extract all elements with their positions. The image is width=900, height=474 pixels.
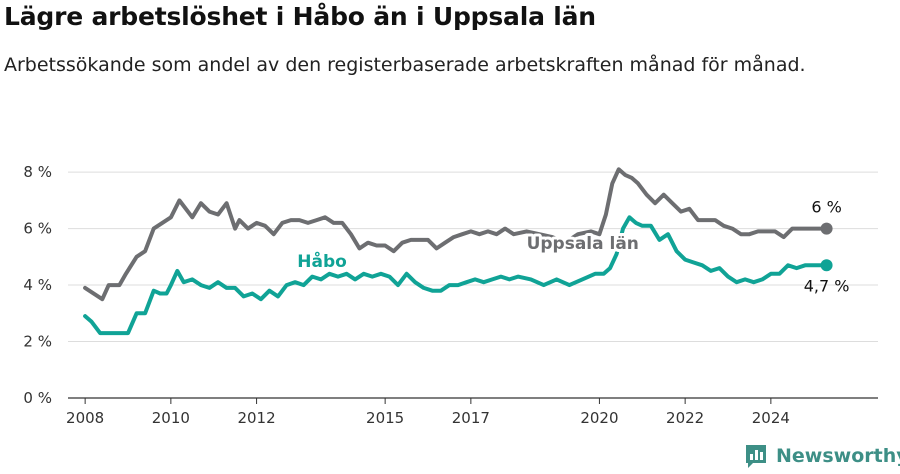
series-line-1 xyxy=(83,215,829,336)
y-tick-labels: 0 % 2 % 4 % 6 % 8 % xyxy=(23,163,52,407)
newsworthy-logo-icon xyxy=(746,445,766,468)
y-tick-label: 4 % xyxy=(23,276,52,294)
series-annotation-halo: Håbo xyxy=(297,250,347,272)
x-tick-label: 2022 xyxy=(666,409,704,427)
x-tick-label: 2015 xyxy=(366,409,404,427)
x-tick-label: 2024 xyxy=(752,409,790,427)
y-tick-label: 8 % xyxy=(23,163,52,181)
chart-subtitle: Arbetssökande som andel av den registerb… xyxy=(4,54,806,76)
series-end-label-1: 4,7 % xyxy=(804,276,850,295)
chart-title: Lägre arbetslöshet i Håbo än i Uppsala l… xyxy=(4,2,596,31)
x-tick-label: 2010 xyxy=(152,409,190,427)
x-axis: 2008 2010 2012 2015 2017 2020 2022 2024 xyxy=(66,397,878,427)
y-tick-label: 0 % xyxy=(23,389,52,407)
series-annotation-halo: Uppsala län xyxy=(527,234,639,254)
x-tick-label: 2012 xyxy=(237,409,275,427)
y-grid xyxy=(68,171,878,343)
x-tick-label: 2008 xyxy=(66,409,104,427)
series-end-label-0: 6 % xyxy=(811,198,841,217)
x-tick-label: 2017 xyxy=(452,409,490,427)
series-end-point-1 xyxy=(820,259,833,272)
series-end-point-0 xyxy=(820,222,833,235)
series-lines xyxy=(83,167,833,336)
series-line-0 xyxy=(83,167,829,302)
x-tick-label: 2020 xyxy=(580,409,618,427)
y-tick-label: 6 % xyxy=(23,220,52,238)
series-annotation: Uppsala län xyxy=(527,234,639,254)
y-tick-label: 2 % xyxy=(23,333,52,351)
newsworthy-logo: Newsworthy xyxy=(744,443,900,469)
series-annotation: Håbo xyxy=(297,250,347,272)
brand-name: Newsworthy xyxy=(776,445,900,467)
